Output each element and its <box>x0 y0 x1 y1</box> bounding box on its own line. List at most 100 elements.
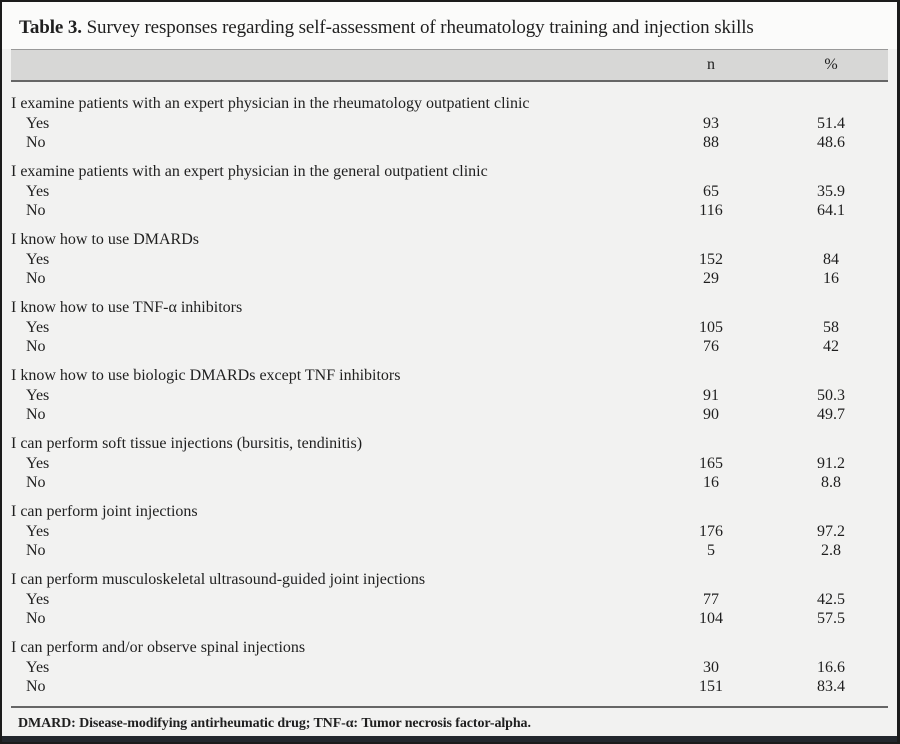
answer-label: No <box>26 678 46 695</box>
percent-value: 91.2 <box>817 454 845 472</box>
answer-label: Yes <box>26 454 50 472</box>
answer-label: Yes <box>26 318 50 336</box>
answer-label: No <box>26 134 46 151</box>
question-label: I examine patients with an expert physic… <box>11 95 530 112</box>
question-row: I know how to use TNF-α inhibitors <box>11 298 888 318</box>
n-value: 104 <box>699 610 723 627</box>
question-row: I can perform joint injections <box>11 502 888 522</box>
answer-row: No 29 16 <box>11 269 888 289</box>
percent-value: 42.5 <box>817 590 845 608</box>
percent-value: 16 <box>823 270 839 287</box>
n-value: 93 <box>703 114 719 132</box>
answer-label: No <box>26 542 46 559</box>
n-value: 77 <box>703 590 719 608</box>
answer-row: No 88 48.6 <box>11 133 888 153</box>
n-value: 165 <box>699 454 723 472</box>
n-value: 76 <box>703 338 719 355</box>
n-value: 176 <box>699 522 723 540</box>
percent-value: 64.1 <box>817 202 845 219</box>
answer-row: Yes 91 50.3 <box>11 386 888 406</box>
question-label: I know how to use biologic DMARDs except… <box>11 367 401 384</box>
column-header-n: n <box>707 56 715 73</box>
answer-row: Yes 176 97.2 <box>11 522 888 542</box>
answer-label: Yes <box>26 114 50 132</box>
percent-value: 49.7 <box>817 406 845 423</box>
percent-value: 58 <box>823 318 839 336</box>
percent-value: 8.8 <box>821 474 841 491</box>
percent-value: 35.9 <box>817 182 845 200</box>
question-label: I can perform and/or observe spinal inje… <box>11 639 306 656</box>
answer-row: No 104 57.5 <box>11 609 888 629</box>
n-value: 30 <box>703 658 719 676</box>
percent-value: 42 <box>823 338 839 355</box>
n-value: 5 <box>707 542 715 559</box>
question-row: I know how to use biologic DMARDs except… <box>11 366 888 386</box>
answer-label: Yes <box>26 590 50 608</box>
question-label: I examine patients with an expert physic… <box>11 163 488 180</box>
column-header-percent: % <box>824 56 838 73</box>
bottom-bar <box>2 736 897 742</box>
n-value: 116 <box>699 202 723 219</box>
n-value: 90 <box>703 406 719 423</box>
percent-value: 83.4 <box>817 678 845 695</box>
question-row: I examine patients with an expert physic… <box>11 162 888 182</box>
answer-row: No 16 8.8 <box>11 473 888 493</box>
percent-value: 2.8 <box>821 542 841 559</box>
table-caption: Survey responses regarding self-assessme… <box>86 17 754 38</box>
survey-section: I can perform soft tissue injections (bu… <box>11 434 888 493</box>
question-label: I can perform joint injections <box>11 503 198 520</box>
question-row: I examine patients with an expert physic… <box>11 94 888 114</box>
n-value: 65 <box>703 182 719 200</box>
table-body: I examine patients with an expert physic… <box>11 94 888 697</box>
percent-value: 50.3 <box>817 386 845 404</box>
n-value: 88 <box>703 134 719 151</box>
survey-section: I examine patients with an expert physic… <box>11 94 888 153</box>
answer-label: Yes <box>26 250 50 268</box>
answer-row: Yes 152 84 <box>11 250 888 270</box>
answer-row: No 90 49.7 <box>11 405 888 425</box>
question-row: I can perform and/or observe spinal inje… <box>11 638 888 658</box>
question-label: I can perform musculoskeletal ultrasound… <box>11 571 426 588</box>
survey-section: I examine patients with an expert physic… <box>11 162 888 221</box>
answer-row: Yes 105 58 <box>11 318 888 338</box>
answer-row: No 76 42 <box>11 337 888 357</box>
answer-row: Yes 93 51.4 <box>11 114 888 134</box>
percent-value: 84 <box>823 250 839 268</box>
table-number: Table 3. <box>19 17 82 38</box>
percent-value: 16.6 <box>817 658 845 676</box>
survey-section: I can perform and/or observe spinal inje… <box>11 638 888 697</box>
question-row: I know how to use DMARDs <box>11 230 888 250</box>
question-label: I know how to use TNF-α inhibitors <box>11 299 243 316</box>
answer-label: No <box>26 202 46 219</box>
answer-label: No <box>26 406 46 423</box>
answer-label: No <box>26 270 46 287</box>
n-value: 29 <box>703 270 719 287</box>
answer-label: Yes <box>26 386 50 404</box>
answer-row: No 116 64.1 <box>11 201 888 221</box>
answer-row: Yes 65 35.9 <box>11 182 888 202</box>
table-title: Table 3. Survey responses regarding self… <box>2 2 897 49</box>
percent-value: 57.5 <box>817 610 845 627</box>
survey-section: I know how to use biologic DMARDs except… <box>11 366 888 425</box>
percent-value: 48.6 <box>817 134 845 151</box>
survey-section: I know how to use TNF-α inhibitors Yes 1… <box>11 298 888 357</box>
answer-label: No <box>26 338 46 355</box>
question-label: I know how to use DMARDs <box>11 231 199 248</box>
n-value: 152 <box>699 250 723 268</box>
survey-section: I can perform joint injections Yes 176 9… <box>11 502 888 561</box>
question-row: I can perform soft tissue injections (bu… <box>11 434 888 454</box>
answer-label: No <box>26 610 46 627</box>
n-value: 151 <box>699 678 723 695</box>
survey-section: I can perform musculoskeletal ultrasound… <box>11 570 888 629</box>
percent-value: 97.2 <box>817 522 845 540</box>
answer-row: Yes 77 42.5 <box>11 590 888 610</box>
percent-value: 51.4 <box>817 114 845 132</box>
answer-label: Yes <box>26 182 50 200</box>
footnote-divider <box>11 706 888 708</box>
column-header-row: n % <box>11 49 888 82</box>
n-value: 16 <box>703 474 719 491</box>
answer-label: Yes <box>26 658 50 676</box>
answer-label: No <box>26 474 46 491</box>
answer-row: No 151 83.4 <box>11 677 888 697</box>
